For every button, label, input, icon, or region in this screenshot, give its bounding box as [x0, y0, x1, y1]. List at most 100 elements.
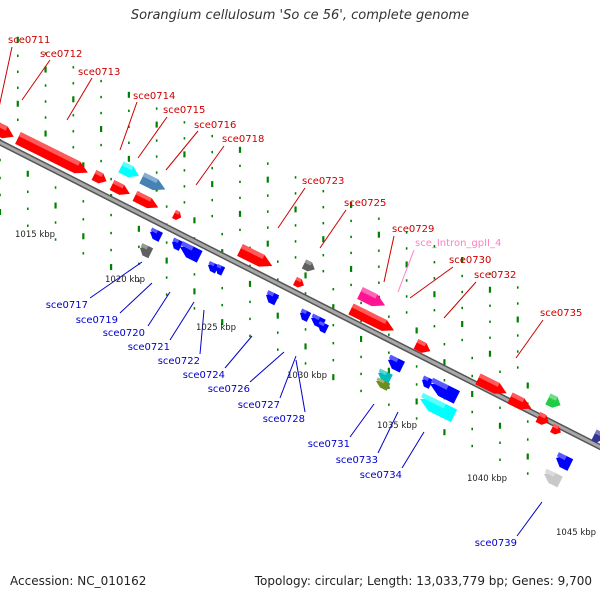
label-sce0739-label: sce0739: [475, 538, 517, 549]
gene-sce0719-body: [172, 239, 184, 251]
gene-sce0724: [266, 290, 280, 306]
genome-info-label: Topology: circular; Length: 13,033,779 b…: [254, 574, 592, 588]
label-sce0713-label: sce0713: [78, 67, 120, 78]
gene-sce0723b-shade: [304, 259, 313, 266]
gene-sce0711-body: [0, 121, 14, 139]
gene-sce0731b: [378, 368, 393, 384]
gene-sce0714-shade: [121, 161, 134, 171]
label-sce0719-leader: [119, 282, 153, 314]
gene-sce0731b-shade: [378, 368, 388, 376]
gene-sce0715-shade: [142, 172, 159, 184]
label-sce0731-leader: [349, 403, 375, 438]
gene-sce0719-shade: [172, 237, 180, 244]
label-sce0715-label: sce0715: [163, 105, 205, 116]
label-sce0717-label: sce0717: [46, 300, 88, 311]
gene-sce0718-shade: [174, 209, 180, 215]
label-sce0728-label: sce0728: [263, 414, 305, 425]
gene-sce0735b-shade: [548, 393, 558, 401]
gene-sce0722-shade: [216, 263, 222, 269]
gene-sce0739-shade: [556, 452, 567, 461]
gene-sce0730-shade: [351, 303, 387, 324]
label-sce0727-leader: [279, 355, 297, 399]
gene-sce0713: [91, 170, 107, 184]
gene-sce0731: [388, 354, 405, 373]
label-sce_Intron_gpII_4-leader: [397, 249, 415, 293]
scale-label: 1015 kbp: [15, 230, 55, 240]
gene-sce0711-shade: [0, 121, 8, 131]
gene-sce0718: [171, 209, 182, 220]
label-sce0735-leader: [515, 319, 544, 359]
gene-edge-right-body: [591, 429, 600, 443]
gene-sce0731c-body: [376, 380, 391, 391]
gene-sce0720: [180, 241, 203, 263]
gene-sce0733a: [422, 375, 434, 389]
gene-sce0721-shade: [208, 260, 215, 267]
label-sce_Intron_gpII_4-label: sce_Intron_gpII_4: [415, 238, 501, 249]
gene-sce0731-shade: [388, 354, 399, 363]
gene-sce0735c: [535, 412, 549, 425]
label-sce0718-leader: [195, 145, 225, 186]
gene-sce0717-body: [150, 229, 163, 242]
gene-sce0726: [300, 308, 312, 322]
gene-sce0723: [237, 244, 273, 267]
scale-label: 1020 kbp: [105, 275, 145, 285]
gene-sce0724-shade: [266, 290, 275, 297]
gene-sce0721: [208, 260, 219, 274]
gene-sce0714a-shade: [112, 180, 125, 189]
label-sce0739-leader: [516, 501, 543, 537]
gene-sce0711: [0, 121, 14, 139]
scale-label: 1035 kbp: [377, 421, 417, 431]
gene-sce0729-shade: [360, 287, 378, 299]
gene-sce0733a-shade: [422, 375, 430, 382]
label-sce0712-label: sce0712: [40, 49, 82, 60]
label-sce0711-label: sce0711: [8, 35, 50, 46]
label-sce0729-leader: [383, 235, 395, 283]
gene-sce0722-body: [216, 265, 226, 276]
label-sce0729-label: sce0729: [392, 224, 434, 235]
gene-sce0717: [150, 227, 163, 242]
gene-sce0735d: [549, 423, 561, 435]
gene-sce0735: [507, 392, 532, 410]
label-sce0735-label: sce0735: [540, 308, 582, 319]
gene-sce0732: [413, 339, 431, 353]
gene-sce0720-body: [180, 245, 203, 263]
scale-label: 1025 kbp: [196, 323, 236, 333]
label-sce0727-label: sce0727: [238, 400, 280, 411]
label-sce0725-label: sce0725: [344, 198, 386, 209]
gene-sce0717b-body: [140, 245, 154, 259]
gene-sce0735c-shade: [538, 412, 547, 419]
label-sce0730-label: sce0730: [449, 255, 491, 266]
label-sce0722-label: sce0722: [158, 356, 200, 367]
gene-sce0731-body: [388, 357, 405, 373]
gene-sce0734-shade: [420, 392, 446, 409]
gene-sce0713-shade: [94, 170, 104, 177]
gene-sce0727-shade: [311, 313, 321, 321]
gene-sce0723-shade: [240, 244, 265, 260]
label-sce0734-leader: [401, 431, 425, 469]
gene-sce0733a-body: [422, 377, 434, 389]
gene-sce0717b-shade: [140, 243, 149, 250]
gene-sce0723b: [301, 259, 315, 272]
label-sce0732-leader: [443, 281, 477, 319]
gene-sce0725: [292, 276, 304, 288]
label-sce0711-leader: [0, 46, 13, 106]
gene-sce0715: [139, 172, 166, 191]
accession-label: Accession: NC_010162: [10, 574, 147, 588]
gene-sce0733-body: [430, 383, 460, 404]
label-sce0725-leader: [319, 209, 347, 249]
gene-sce0712-shade: [18, 132, 81, 166]
gene-sce0739b-shade: [544, 468, 556, 477]
gene-sce0735b: [545, 393, 561, 408]
gene-sce0714a: [109, 180, 130, 195]
scale-label: 1030 kbp: [287, 371, 327, 381]
gene-sce0735-shade: [510, 392, 525, 403]
gene-sce0734-body: [420, 398, 458, 423]
gene-sce0731c: [376, 377, 391, 391]
gene-sce0735a: [475, 373, 507, 394]
gene-sce0731b-body: [378, 371, 393, 384]
gene-sce0732-shade: [416, 339, 427, 347]
label-sce0731-label: sce0731: [308, 439, 350, 450]
label-sce0724-leader: [224, 335, 253, 369]
label-sce0713-leader: [66, 77, 93, 121]
label-sce0722-leader: [199, 309, 205, 355]
